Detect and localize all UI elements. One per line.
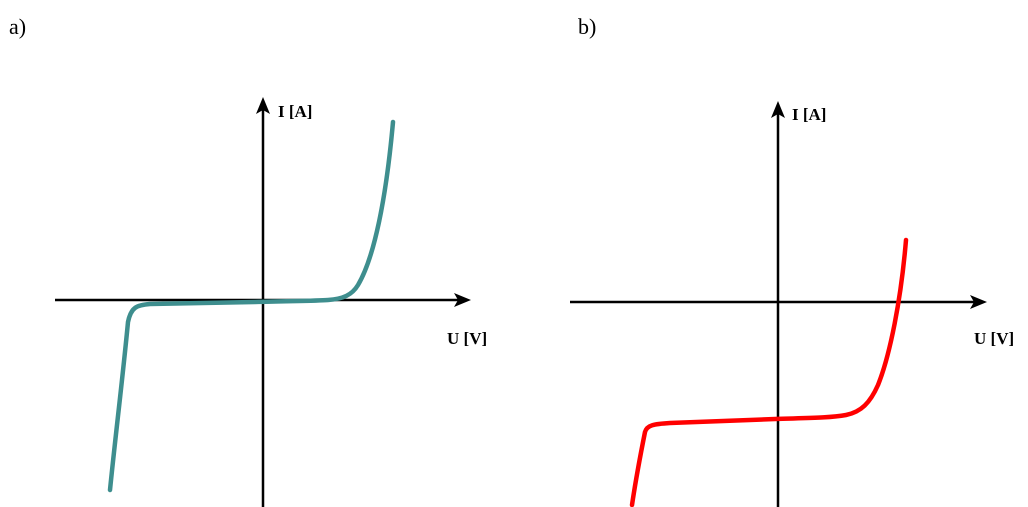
panel-a-label: a) — [9, 14, 27, 39]
panel-a-y-arrowhead — [256, 97, 270, 114]
panel-b-y-axis-label: I [A] — [792, 105, 826, 124]
panel-a-y-axis-label: I [A] — [278, 102, 312, 121]
panel-b-y-arrowhead — [771, 101, 785, 118]
panel-a-iv-curve — [107, 119, 396, 493]
panel-b-x-arrowhead — [970, 295, 987, 309]
panel-b: I [A] U [V] — [570, 101, 1014, 507]
panel-b-label: b) — [578, 14, 597, 39]
panel-a-x-axis-label: U [V] — [447, 329, 487, 348]
panel-b-x-axis-label: U [V] — [974, 329, 1014, 348]
panel-a: I [A] U [V] — [55, 97, 487, 507]
panel-b-iv-curve — [629, 237, 909, 507]
panel-a-x-arrowhead — [454, 293, 471, 307]
